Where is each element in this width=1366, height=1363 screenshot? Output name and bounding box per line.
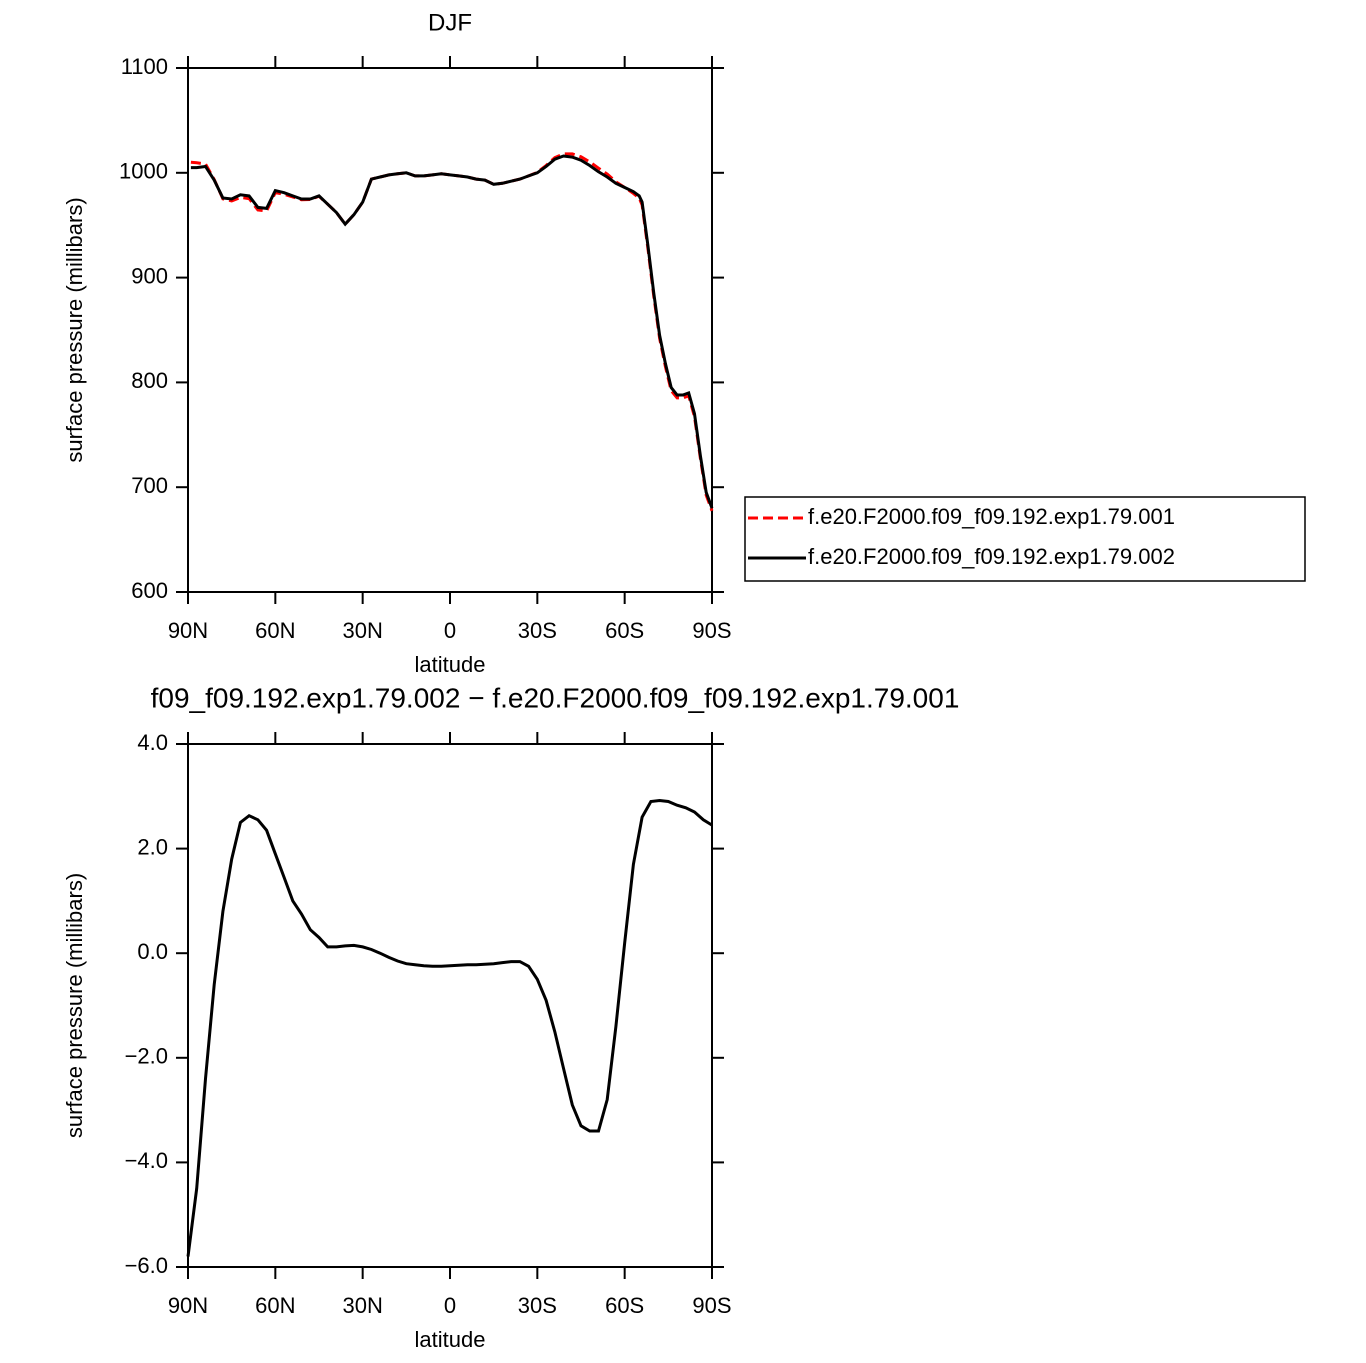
y-tick-label: −4.0 <box>125 1148 168 1173</box>
x-tick-label: 60S <box>605 618 644 643</box>
legend-box <box>744 496 1306 582</box>
y-tick-label: 1100 <box>121 54 168 79</box>
y-axis-label: surface pressure (millibars) <box>62 197 87 462</box>
y-tick-label: 2.0 <box>137 834 168 859</box>
data-line <box>190 152 714 512</box>
legend-label: f.e20.F2000.f09_f09.192.exp1.79.002 <box>808 544 1175 569</box>
x-tick-label: 90S <box>692 1293 731 1318</box>
y-tick-label: 0.0 <box>137 939 168 964</box>
x-axis-label: latitude <box>415 652 486 677</box>
y-tick-label: −6.0 <box>125 1253 168 1278</box>
x-tick-label: 0 <box>444 618 456 643</box>
data-line <box>186 798 713 1257</box>
x-tick-label: 60N <box>255 1293 295 1318</box>
y-tick-label: 600 <box>131 578 168 603</box>
legend-label: f.e20.F2000.f09_f09.192.exp1.79.001 <box>808 504 1175 529</box>
x-tick-label: 60N <box>255 618 295 643</box>
x-tick-label: 30S <box>518 1293 557 1318</box>
plot-frame <box>187 67 713 593</box>
x-tick-label: 30N <box>342 1293 382 1318</box>
x-tick-label: 90S <box>692 618 731 643</box>
data-line <box>190 154 714 509</box>
y-tick-label: 1000 <box>119 159 168 184</box>
x-tick-label: 0 <box>444 1293 456 1318</box>
x-axis-label: latitude <box>415 1327 486 1352</box>
y-tick-label: 800 <box>131 368 168 393</box>
y-tick-label: 900 <box>131 263 168 288</box>
y-tick-label: 4.0 <box>137 730 168 755</box>
chart-title: DJF <box>428 9 472 36</box>
x-tick-label: 30N <box>342 618 382 643</box>
y-tick-label: 700 <box>131 473 168 498</box>
plot-frame <box>187 743 713 1268</box>
chart-title: f09_f09.192.exp1.79.002 − f.e20.F2000.f0… <box>151 682 960 713</box>
x-tick-label: 60S <box>605 1293 644 1318</box>
x-tick-label: 30S <box>518 618 557 643</box>
y-tick-label: −2.0 <box>125 1044 168 1069</box>
x-tick-label: 90N <box>168 1293 208 1318</box>
x-tick-label: 90N <box>168 618 208 643</box>
y-axis-label: surface pressure (millibars) <box>62 873 87 1138</box>
